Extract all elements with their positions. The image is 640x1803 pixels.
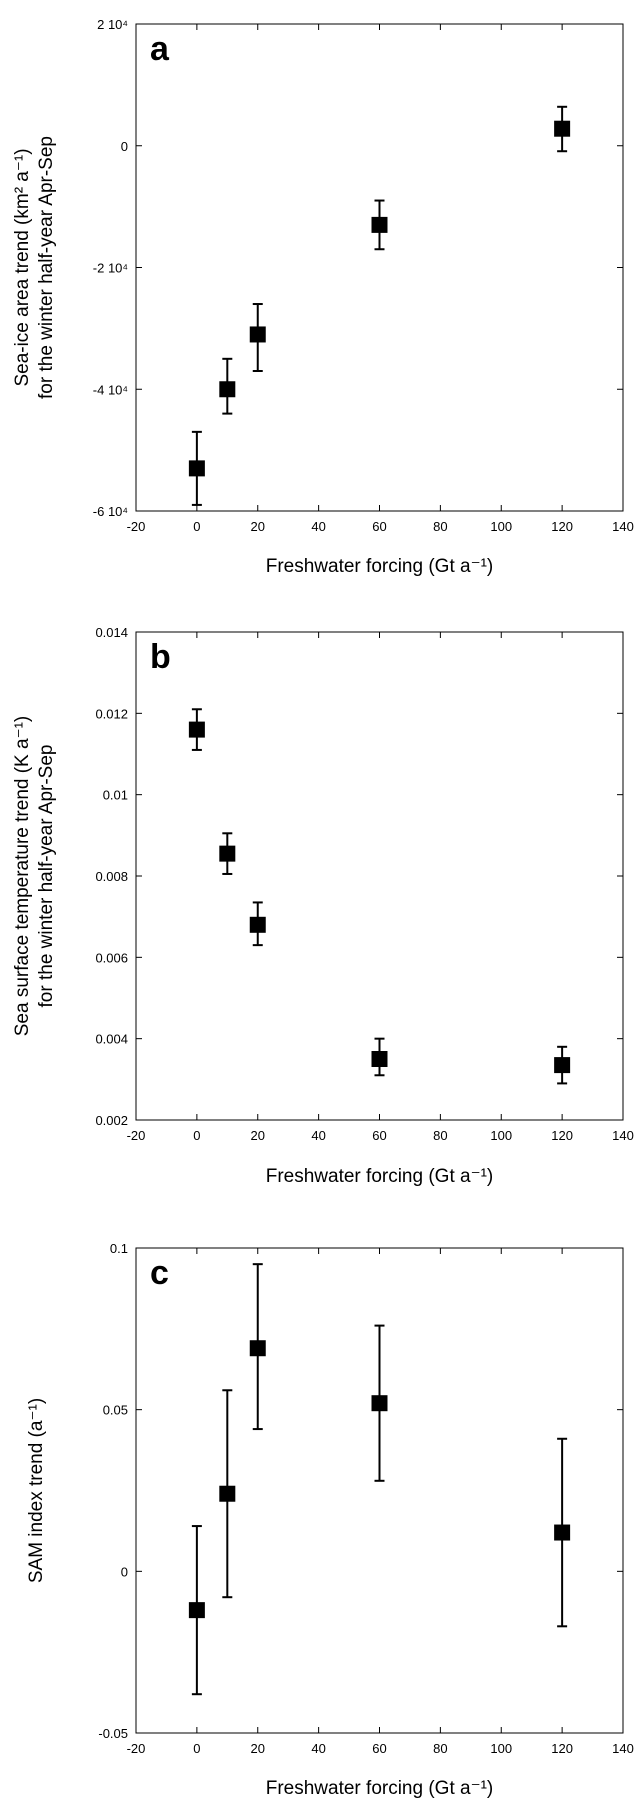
x-tick-label: 40 — [311, 519, 325, 534]
x-tick-label: 20 — [251, 1741, 265, 1756]
y-tick-label: 0 — [121, 139, 128, 154]
y-tick-label: 0.05 — [103, 1403, 128, 1418]
data-point — [249, 1340, 266, 1357]
y-tick-label: 2 10⁴ — [97, 17, 128, 32]
data-point — [249, 326, 266, 343]
y-tick-label: 0 — [121, 1564, 128, 1579]
x-tick-label: 60 — [372, 1741, 386, 1756]
data-point — [188, 1602, 205, 1619]
x-axis-label: Freshwater forcing (Gt a⁻¹) — [266, 1778, 494, 1799]
y-tick-label: 0.01 — [103, 788, 128, 803]
x-tick-label: 120 — [551, 1741, 573, 1756]
y-tick-label: 0.006 — [95, 950, 128, 965]
data-point — [249, 916, 266, 933]
data-point — [188, 721, 205, 738]
panel-label: b — [150, 638, 171, 676]
x-tick-label: 60 — [372, 519, 386, 534]
panel-label: c — [150, 1254, 169, 1292]
x-tick-label: 140 — [612, 1128, 634, 1143]
plot-frame — [135, 1247, 624, 1734]
data-point — [554, 120, 571, 137]
x-tick-label: 120 — [551, 519, 573, 534]
x-tick-label: 140 — [612, 1741, 634, 1756]
x-tick-label: 0 — [193, 1741, 200, 1756]
y-axis-label-line2: for the winter half-year Apr-Sep — [36, 745, 57, 1008]
y-tick-label: 0.004 — [95, 1032, 128, 1047]
panel-b: -20 0 20 40 60 80 100 120 140 0.002 0.004 0.006 0.00… — [12, 625, 634, 1187]
x-tick-label: -20 — [127, 1741, 146, 1756]
x-tick-label: 100 — [490, 1128, 512, 1143]
y-tick-label: -2 10⁴ — [93, 261, 128, 276]
x-tick-label: 40 — [311, 1128, 325, 1143]
y-tick-label: -4 10⁴ — [93, 382, 128, 397]
panel-a: -20 0 20 40 60 80 100 120 140 -6 10⁴ -4 10⁴ -2 10⁴ 0… — [12, 17, 634, 577]
x-tick-label: 100 — [490, 519, 512, 534]
y-axis-label-line2: for the winter half-year Apr-Sep — [36, 136, 57, 399]
x-tick-label: 80 — [433, 1128, 447, 1143]
x-tick-label: 0 — [193, 519, 200, 534]
x-tick-label: 20 — [251, 1128, 265, 1143]
x-tick-label: 120 — [551, 1128, 573, 1143]
panel-label: a — [150, 30, 170, 68]
data-point — [219, 1485, 236, 1502]
y-tick-label: -0.05 — [98, 1726, 128, 1741]
x-tick-label: -20 — [127, 1128, 146, 1143]
data-point — [219, 381, 236, 398]
data-point — [554, 1057, 571, 1074]
x-axis-label: Freshwater forcing (Gt a⁻¹) — [266, 1166, 494, 1187]
x-tick-label: 100 — [490, 1741, 512, 1756]
x-tick-label: 80 — [433, 519, 447, 534]
y-axis-label: Sea surface temperature trend (K a⁻¹) — [12, 716, 33, 1037]
panel-c: -20 0 20 40 60 80 100 120 140 -0.05 0 0.05 0.1 c Fresh… — [26, 1241, 634, 1799]
data-point — [371, 216, 388, 233]
x-tick-label: 80 — [433, 1741, 447, 1756]
data-point — [188, 460, 205, 477]
y-tick-label: 0.014 — [95, 625, 128, 640]
y-tick-label: 0.1 — [110, 1241, 128, 1256]
x-tick-label: 40 — [311, 1741, 325, 1756]
data-point — [219, 845, 236, 862]
x-tick-label: -20 — [127, 519, 146, 534]
y-axis-label: SAM index trend (a⁻¹) — [26, 1398, 47, 1583]
y-tick-label: 0.012 — [95, 706, 128, 721]
x-tick-label: 140 — [612, 519, 634, 534]
plot-frame — [135, 23, 624, 512]
x-tick-label: 60 — [372, 1128, 386, 1143]
y-tick-label: -6 10⁴ — [93, 504, 128, 519]
y-axis-label: Sea-ice area trend (km² a⁻¹) — [12, 148, 33, 386]
x-axis-label: Freshwater forcing (Gt a⁻¹) — [266, 556, 494, 577]
data-point — [554, 1524, 571, 1541]
data-point — [371, 1395, 388, 1412]
x-tick-label: 20 — [251, 519, 265, 534]
x-tick-label: 0 — [193, 1128, 200, 1143]
data-point — [371, 1051, 388, 1067]
y-tick-label: 0.002 — [95, 1113, 128, 1128]
y-tick-label: 0.008 — [95, 869, 128, 884]
